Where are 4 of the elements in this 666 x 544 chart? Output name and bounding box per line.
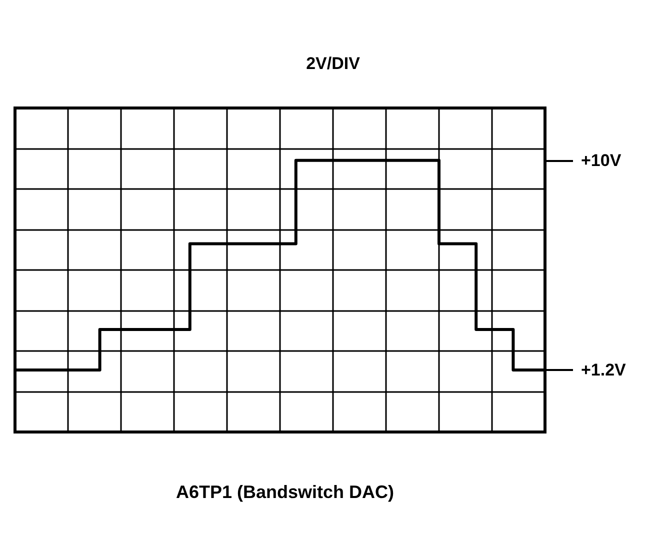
chart-title: 2V/DIV <box>306 54 361 73</box>
y-tick-label: +1.2V <box>581 360 627 380</box>
x-axis-title: A6TP1 (Bandswitch DAC) <box>176 482 394 502</box>
y-tick-label: +10V <box>581 150 622 170</box>
